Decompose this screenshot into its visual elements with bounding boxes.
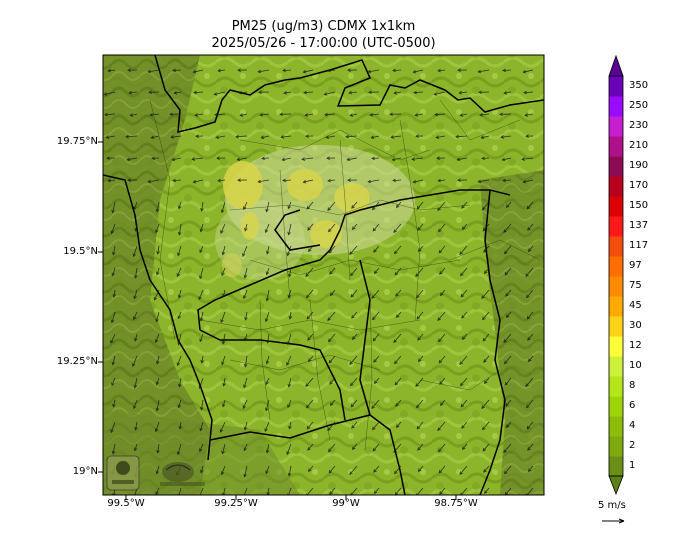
colorbar-tick-label: 6 bbox=[629, 400, 636, 411]
colorbar-tick-label: 10 bbox=[629, 360, 642, 371]
colorbar bbox=[608, 54, 624, 496]
colorbar-segment bbox=[609, 76, 623, 97]
colorbar-tick-label: 250 bbox=[629, 100, 649, 111]
chart-subtitle: 2025/05/26 - 17:00:00 (UTC-0500) bbox=[211, 36, 436, 51]
colorbar-segment bbox=[609, 436, 623, 457]
sedema-logo bbox=[106, 455, 140, 491]
wind-reference-arrow bbox=[602, 518, 625, 524]
lat-tick-label: 19°N bbox=[72, 466, 98, 477]
colorbar-segment bbox=[609, 356, 623, 377]
map-frame bbox=[102, 54, 545, 496]
colorbar-segment bbox=[609, 456, 623, 477]
colorbar-tick-label: 170 bbox=[629, 180, 649, 191]
colorbar-segment bbox=[609, 196, 623, 217]
colorbar-tick-label: 45 bbox=[629, 300, 642, 311]
lon-tick-label: 99.5°W bbox=[107, 498, 145, 509]
chart-title: PM25 (ug/m3) CDMX 1x1km bbox=[231, 19, 416, 34]
simat-logo bbox=[160, 462, 205, 486]
colorbar-segment bbox=[609, 376, 623, 397]
colorbar-segment bbox=[609, 316, 623, 337]
colorbar-segment bbox=[609, 416, 623, 437]
colorbar-segment bbox=[609, 256, 623, 277]
colorbar-tick-label: 210 bbox=[629, 140, 649, 151]
colorbar-extend-max bbox=[608, 54, 624, 77]
colorbar-tick-label: 75 bbox=[629, 280, 642, 291]
colorbar-segment bbox=[609, 276, 623, 297]
colorbar-tick-label: 8 bbox=[629, 380, 636, 391]
colorbar-segment bbox=[609, 176, 623, 197]
lat-tick-label: 19.75°N bbox=[56, 136, 98, 147]
lon-tick-label: 99.25°W bbox=[214, 498, 258, 509]
colorbar-tick-label: 97 bbox=[629, 260, 642, 271]
axis-ticks bbox=[98, 141, 457, 500]
colorbar-tick-label: 230 bbox=[629, 120, 649, 131]
lat-tick-label: 19.25°N bbox=[56, 356, 98, 367]
map-area bbox=[103, 55, 544, 495]
lon-tick-label: 99°W bbox=[332, 498, 360, 509]
colorbar-segment bbox=[609, 96, 623, 117]
colorbar-segment bbox=[609, 236, 623, 257]
wind-reference-label: 5 m/s bbox=[598, 500, 626, 511]
lat-tick-label: 19.5°N bbox=[63, 246, 98, 257]
colorbar-segment bbox=[609, 216, 623, 237]
colorbar-segment bbox=[609, 116, 623, 137]
colorbar-segment bbox=[609, 296, 623, 317]
colorbar-tick-label: 150 bbox=[629, 200, 649, 211]
colorbar-tick-label: 1 bbox=[629, 460, 636, 471]
colorbar-tick-label: 137 bbox=[629, 220, 649, 231]
colorbar-tick-label: 117 bbox=[629, 240, 649, 251]
colorbar-tick-label: 350 bbox=[629, 80, 649, 91]
colorbar-tick-label: 190 bbox=[629, 160, 649, 171]
colorbar-tick-label: 12 bbox=[629, 340, 642, 351]
colorbar-segment bbox=[609, 336, 623, 357]
lon-tick-label: 98.75°W bbox=[434, 498, 478, 509]
colorbar-segment bbox=[609, 156, 623, 177]
colorbar-tick-label: 4 bbox=[629, 420, 636, 431]
colorbar-tick-label: 30 bbox=[629, 320, 642, 331]
colorbar-extend-min bbox=[608, 475, 624, 496]
colorbar-segment bbox=[609, 136, 623, 157]
colorbar-tick-label: 2 bbox=[629, 440, 636, 451]
colorbar-segment bbox=[609, 396, 623, 417]
